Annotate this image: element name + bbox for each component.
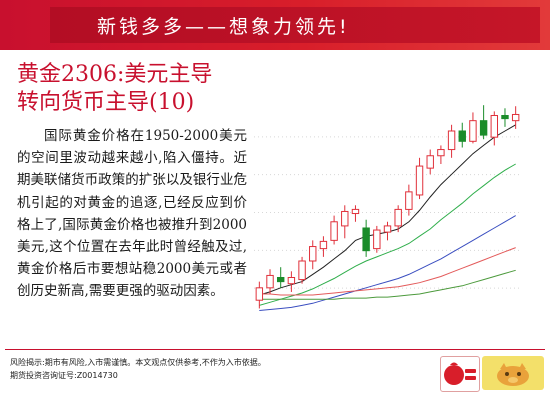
candle	[437, 145, 445, 165]
moving-average-line-3	[259, 215, 516, 311]
candle-body	[501, 115, 509, 120]
pig-mascot-logo-graphic	[497, 363, 529, 386]
candle-body	[309, 246, 317, 262]
pig-mascot-logo-icon	[482, 356, 544, 390]
header-banner: 新钱多多——想象力领先!	[0, 0, 550, 50]
candle	[479, 105, 488, 140]
candle	[501, 108, 509, 127]
candle-body	[276, 277, 285, 283]
candle-body	[383, 225, 392, 233]
candle	[351, 205, 360, 222]
moving-average-line-2	[259, 163, 516, 306]
candle	[298, 256, 306, 284]
candlestick-chart-svg	[254, 105, 521, 311]
candle-body	[373, 229, 381, 250]
candle	[330, 215, 338, 245]
candle	[405, 184, 413, 216]
candle-body	[362, 227, 370, 252]
headline-line-2: 转向货币主导(10)	[17, 90, 195, 115]
moving-average-line-4	[259, 247, 516, 296]
candle-body	[511, 113, 520, 122]
candle-body	[330, 221, 338, 241]
candle	[266, 269, 274, 295]
candle	[458, 122, 466, 148]
banner-slogan: 新钱多多——想象力领先!	[97, 16, 350, 38]
candle-body	[394, 208, 402, 227]
candle	[469, 112, 477, 144]
candle	[490, 111, 499, 146]
candle	[341, 205, 349, 239]
candle-body	[255, 287, 264, 301]
candle	[373, 225, 381, 253]
candle	[511, 106, 520, 129]
candle-body	[469, 120, 477, 142]
candle-body	[490, 115, 499, 138]
candle	[362, 219, 370, 257]
candle-body	[319, 240, 328, 250]
candle	[426, 149, 434, 175]
candle-body	[351, 208, 360, 215]
candle-body	[266, 274, 274, 289]
candle-body	[426, 155, 434, 169]
risk-disclaimer: 风险揭示:期市有风险,入市需谨慎。本文观点仅供参考,不作为入市依据。	[10, 358, 266, 367]
candle-body	[298, 260, 306, 281]
candle	[287, 271, 296, 292]
candle	[447, 124, 456, 158]
candle-body	[447, 130, 456, 151]
candle	[255, 281, 264, 309]
footer-divider	[5, 349, 545, 350]
candle-body	[458, 130, 466, 142]
money-bag-logo-graphic	[444, 362, 476, 385]
candle-body	[287, 277, 296, 285]
headline-line-1: 黄金2306:美元主导	[17, 62, 213, 87]
candle	[383, 221, 392, 241]
moving-average-line-1	[259, 124, 516, 296]
candle	[309, 240, 317, 270]
banner-inner-panel	[50, 7, 540, 43]
candle	[415, 157, 424, 200]
candle	[319, 236, 328, 257]
candle-body	[415, 165, 424, 196]
license-number: 期货投资咨询证号:Z0014730	[10, 371, 118, 380]
candle	[276, 267, 285, 288]
money-bag-logo-icon	[440, 356, 480, 392]
gold-price-chart	[250, 95, 525, 330]
candle	[394, 205, 402, 233]
candle-body	[341, 210, 349, 227]
body-paragraph: 国际黄金价格在1950-2000美元的空间里波动越来越小,陷入僵持。近期美联储货…	[17, 128, 247, 300]
candle-body	[437, 149, 445, 157]
candle-body	[405, 191, 413, 210]
candle-body	[479, 120, 488, 136]
moving-average-line-5	[259, 269, 516, 300]
